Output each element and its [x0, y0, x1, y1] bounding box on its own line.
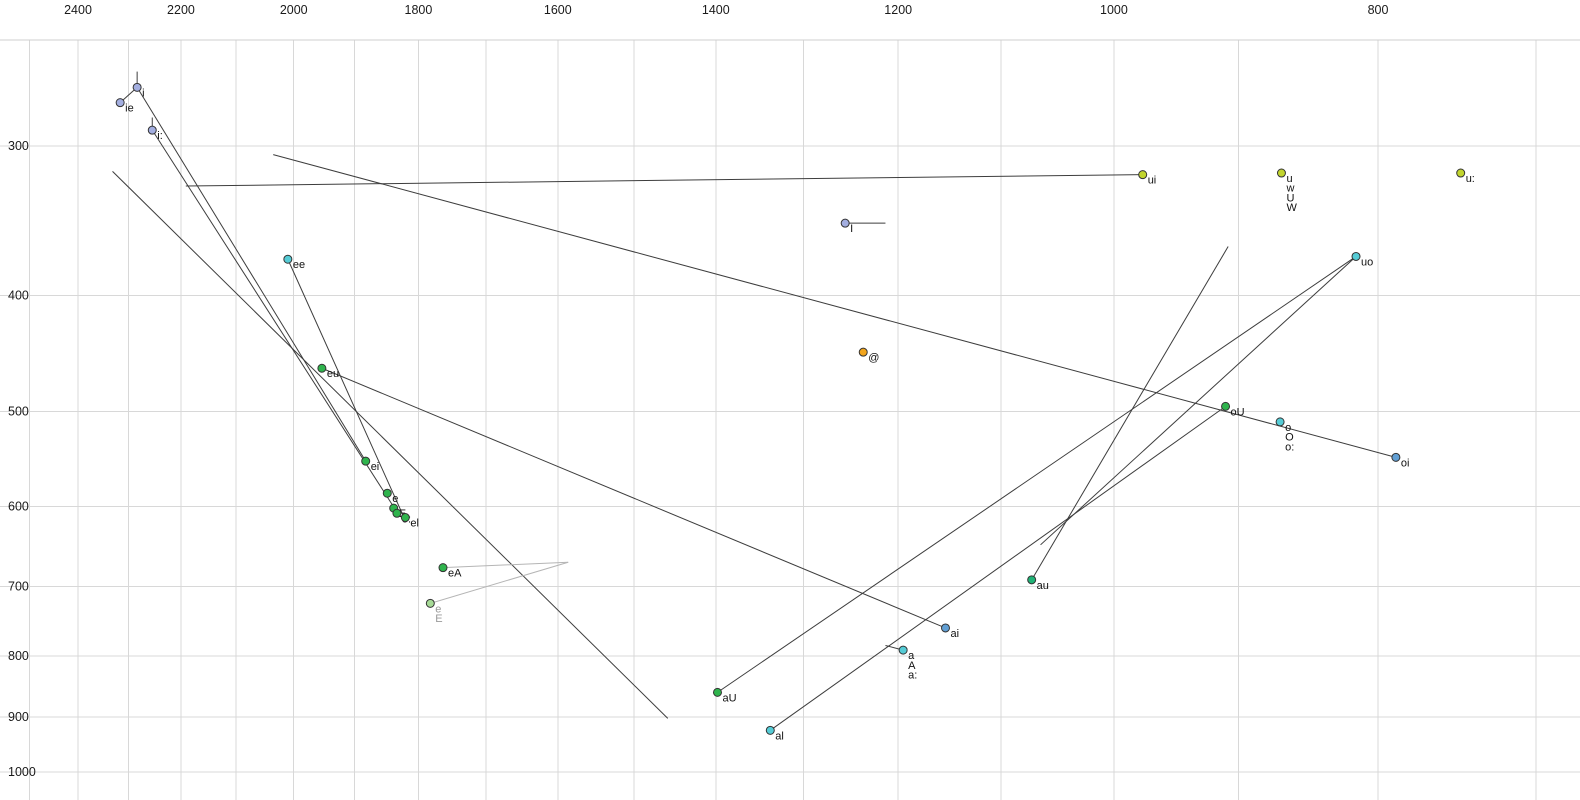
y-axis-tick-label: 600 [8, 499, 29, 513]
vowel-point-label: ie [125, 103, 134, 115]
x-axis-tick-label: 800 [1368, 3, 1389, 17]
x-axis-tick-label: 1400 [702, 3, 730, 17]
vowel-point-label: ai [950, 628, 959, 640]
vowel-point-ai [940, 623, 950, 633]
vowel-point-label: o [1285, 422, 1291, 434]
vowel-point-u [1456, 168, 1466, 178]
vowel-point-label: i: [157, 130, 163, 142]
vowel-point-label: eA [448, 568, 462, 580]
trajectory-line [136, 87, 367, 462]
vowel-point-oi [1391, 452, 1401, 462]
y-axis-tick-label: 800 [8, 649, 29, 663]
y-axis-tick-label: 400 [8, 289, 29, 303]
y-axis-tick-label: 900 [8, 710, 29, 724]
vowel-point-label: au [1037, 580, 1049, 592]
y-axis-tick-label: 1000 [8, 765, 36, 779]
trajectory-line [769, 405, 1226, 731]
vowel-point-label: e [435, 603, 441, 615]
vowel-point-label: el [410, 518, 419, 530]
vowel-point-eu [317, 363, 327, 373]
vowel-point-au [1027, 575, 1037, 585]
trajectory-line [717, 256, 1357, 693]
vowel-point-e [392, 508, 402, 518]
trajectory-line [112, 171, 669, 719]
vowel-point-aU [712, 687, 722, 697]
x-axis-tick-label: 1200 [884, 3, 912, 17]
vowel-point-label: e [392, 493, 398, 505]
vowel-point-label: oU [1231, 406, 1245, 418]
x-axis-tick-label: 1800 [405, 3, 433, 17]
vowel-point-label: uo [1361, 256, 1373, 268]
x-axis-tick-label: 1600 [544, 3, 572, 17]
vowel-point-label: oi [1401, 457, 1410, 469]
vowel-point-label: al [775, 730, 784, 742]
vowel-point-uo [1351, 251, 1361, 261]
vowel-point-i [132, 82, 142, 92]
y-axis-tick-label: 500 [8, 405, 29, 419]
vowel-point-label: @ [868, 352, 879, 364]
vowel-point-label: o: [1285, 441, 1294, 453]
vowel-point-i [147, 125, 157, 135]
vowel-point-label: eu [327, 368, 339, 380]
trajectory-line [1040, 256, 1357, 546]
vowel-point-o [1275, 417, 1285, 427]
trajectory-line [1031, 246, 1229, 581]
x-axis-tick-label: 1000 [1100, 3, 1128, 17]
vowel-point-oU [1221, 401, 1231, 411]
vowel-point-label: ee [293, 259, 305, 271]
vowel-point-@ [858, 347, 868, 357]
trajectory-line [151, 129, 400, 516]
vowel-point-el [400, 513, 410, 523]
y-axis-tick-label: 700 [8, 580, 29, 594]
vowel-point-label: O [1285, 432, 1294, 444]
trajectory-line [321, 367, 946, 629]
trajectory-line [287, 259, 405, 518]
vowel-point-label: E [399, 508, 406, 520]
x-axis-tick-label: 2200 [167, 3, 195, 17]
vowel-point-label: E [435, 613, 442, 625]
vowel-point-al [765, 725, 775, 735]
trajectory-line [185, 174, 1143, 187]
vowel-point-label: ei [371, 461, 380, 473]
vowel-point-label: I [850, 223, 853, 235]
vowel-point-I [840, 218, 850, 228]
vowel-point-e [425, 598, 435, 608]
vowel-point-label: U [1286, 192, 1294, 204]
vowel-point-label: aU [722, 692, 736, 704]
vowel-point-label: w [1285, 183, 1294, 195]
vowel-point-label: W [1286, 202, 1297, 214]
x-axis-tick-label: 2400 [64, 3, 92, 17]
vowel-point-label: u: [1466, 173, 1475, 185]
trajectory-line [442, 561, 569, 569]
trajectory-line [273, 154, 1397, 458]
vowel-point-eA [438, 563, 448, 573]
vowel-point-ie [115, 98, 125, 108]
vowel-point-u [1276, 168, 1286, 178]
vowel-point-label: ui [1148, 175, 1157, 187]
y-axis-tick-label: 300 [8, 139, 29, 153]
vowel-point-label: a: [908, 669, 917, 681]
vowel-point-label: A [908, 660, 916, 672]
vowel-point-label: u [1286, 173, 1292, 185]
trajectory-line [430, 561, 569, 604]
vowel-point-ei [361, 456, 371, 466]
vowel-point-ui [1138, 170, 1148, 180]
vowel-point-ee [283, 254, 293, 264]
vowel-point-label: i [142, 87, 144, 99]
vowel-point-e [382, 488, 392, 498]
x-axis-tick-label: 2000 [280, 3, 308, 17]
vowel-point-label: a [908, 650, 915, 662]
vowel-point-a [898, 645, 908, 655]
